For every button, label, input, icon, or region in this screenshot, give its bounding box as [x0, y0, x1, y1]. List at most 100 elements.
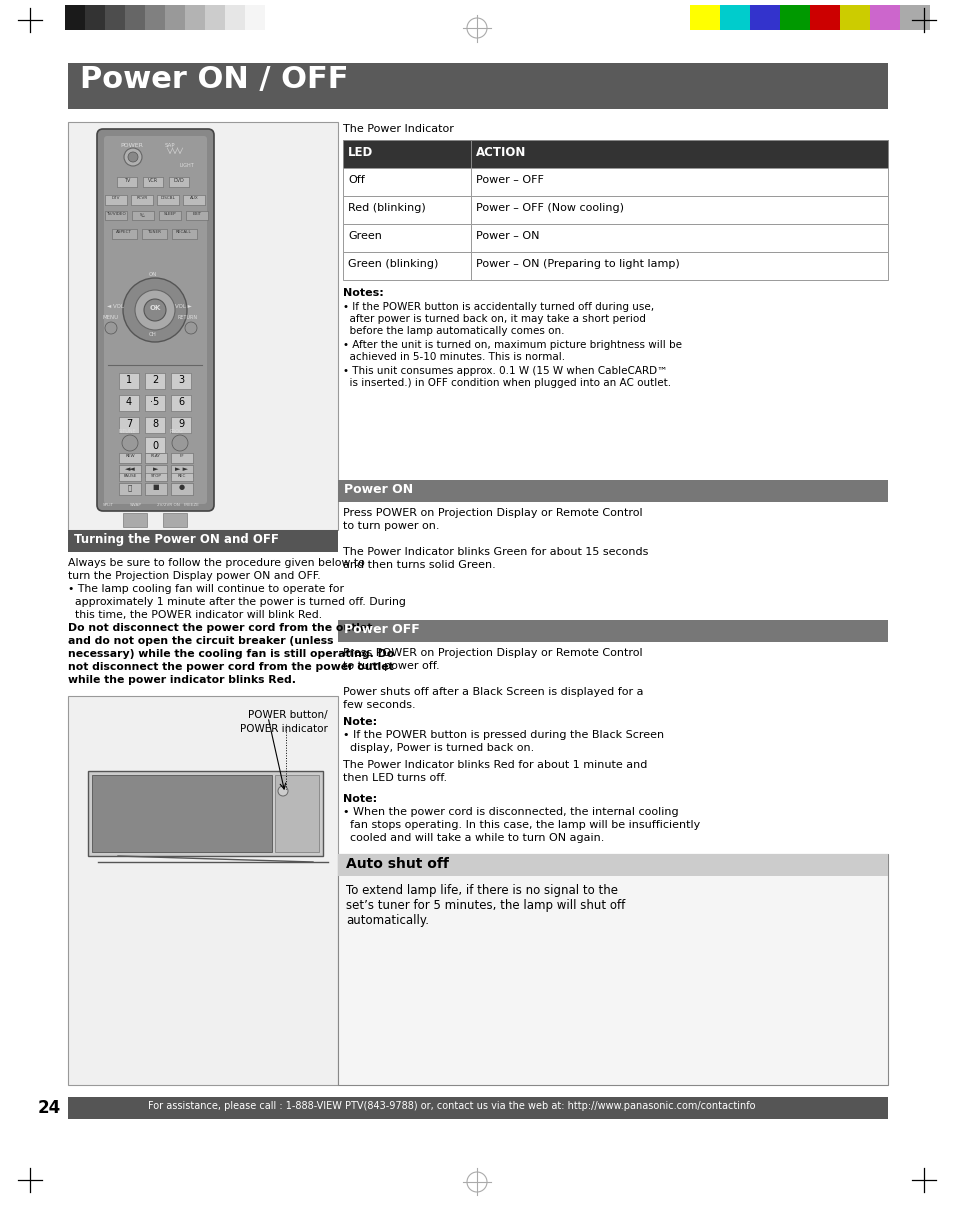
Bar	[337, 854, 887, 876]
Text: ■: ■	[152, 484, 159, 490]
Text: Note:: Note:	[343, 717, 376, 727]
Bar	[145, 474, 167, 481]
Text: • The lamp cooling fan will continue to operate for: • The lamp cooling fan will continue to …	[68, 584, 344, 594]
Text: ◄ VOL: ◄ VOL	[107, 304, 124, 308]
Text: Green (blinking): Green (blinking)	[348, 259, 438, 269]
Bar	[720, 5, 749, 30]
Bar	[123, 513, 147, 527]
Text: OK: OK	[150, 305, 160, 311]
Bar	[172, 229, 196, 239]
Bar	[343, 252, 471, 280]
Text: PROG: PROG	[170, 429, 184, 434]
Text: DTV: DTV	[112, 196, 120, 200]
Bar	[68, 122, 337, 530]
Text: POWER indicator: POWER indicator	[240, 724, 328, 734]
Text: SPLIT: SPLIT	[103, 502, 113, 507]
Circle shape	[277, 786, 288, 797]
Text: 2: 2	[152, 375, 158, 386]
Text: Green: Green	[348, 231, 381, 241]
Bar	[68, 63, 887, 108]
Text: ◄◄: ◄◄	[125, 466, 135, 472]
Bar	[145, 374, 165, 389]
Text: • If the POWER button is pressed during the Black Screen: • If the POWER button is pressed during …	[343, 730, 663, 740]
Bar	[145, 417, 165, 433]
Bar	[343, 140, 471, 167]
Bar	[105, 211, 127, 221]
Bar	[171, 374, 191, 389]
Bar	[171, 483, 193, 495]
Text: ⏸: ⏸	[128, 484, 132, 490]
Text: before the lamp automatically comes on.: before the lamp automatically comes on.	[343, 327, 564, 336]
Text: Do not disconnect the power cord from the outlet: Do not disconnect the power cord from th…	[68, 623, 372, 633]
Bar	[85, 5, 105, 30]
Bar	[159, 211, 181, 221]
Text: 9: 9	[178, 419, 184, 429]
Text: TV/VIDEO: TV/VIDEO	[106, 212, 126, 216]
Text: DVD: DVD	[173, 178, 184, 183]
Bar	[899, 5, 929, 30]
Circle shape	[185, 322, 196, 334]
Text: after power is turned back on, it may take a short period: after power is turned back on, it may ta…	[343, 315, 645, 324]
Text: POWER button/: POWER button/	[248, 710, 328, 721]
Text: achieved in 5-10 minutes. This is normal.: achieved in 5-10 minutes. This is normal…	[343, 352, 564, 361]
Bar	[157, 195, 179, 205]
Bar	[689, 5, 720, 30]
Text: Power shuts off after a Black Screen is displayed for a: Power shuts off after a Black Screen is …	[343, 687, 643, 696]
Text: Always be sure to follow the procedure given below to: Always be sure to follow the procedure g…	[68, 558, 364, 568]
Text: approximately 1 minute after the power is turned off. During: approximately 1 minute after the power i…	[68, 596, 405, 607]
Circle shape	[105, 322, 117, 334]
Text: Auto shut off: Auto shut off	[346, 857, 449, 871]
Text: ASPECT: ASPECT	[116, 230, 132, 234]
Circle shape	[123, 278, 187, 342]
Bar	[471, 224, 887, 252]
Text: R-TUNE: R-TUNE	[119, 429, 136, 434]
Text: and do not open the circuit breaker (unless: and do not open the circuit breaker (unl…	[68, 636, 334, 646]
Text: AUX: AUX	[190, 196, 198, 200]
Text: • This unit consumes approx. 0.1 W (15 W when CableCARD™: • This unit consumes approx. 0.1 W (15 W…	[343, 366, 667, 376]
Text: Power OFF: Power OFF	[344, 623, 419, 636]
Text: EXIT: EXIT	[193, 212, 201, 216]
Text: Power ON: Power ON	[344, 483, 413, 496]
Text: Press POWER on Projection Display or Remote Control: Press POWER on Projection Display or Rem…	[343, 648, 642, 658]
Bar	[119, 483, 141, 495]
Text: to turn power off.: to turn power off.	[343, 662, 439, 671]
Text: not disconnect the power cord from the power outlet: not disconnect the power cord from the p…	[68, 662, 394, 672]
Bar	[88, 771, 323, 856]
Text: PLAY: PLAY	[151, 454, 161, 458]
Text: Press POWER on Projection Display or Remote Control: Press POWER on Projection Display or Rem…	[343, 509, 642, 518]
Text: set’s tuner for 5 minutes, the lamp will shut off: set’s tuner for 5 minutes, the lamp will…	[346, 899, 624, 912]
Bar	[337, 621, 887, 642]
Bar	[145, 5, 165, 30]
Circle shape	[122, 435, 138, 451]
Text: 3: 3	[178, 375, 184, 386]
Text: STOP: STOP	[151, 474, 161, 478]
Bar	[337, 854, 887, 1084]
Text: 8: 8	[152, 419, 158, 429]
Bar	[337, 480, 887, 502]
Text: ACTION: ACTION	[476, 146, 526, 159]
Bar	[471, 196, 887, 224]
Bar	[68, 696, 337, 1084]
Bar	[145, 395, 165, 411]
Bar	[65, 5, 85, 30]
Text: Power – OFF (Now cooling): Power – OFF (Now cooling)	[476, 202, 623, 213]
Bar	[145, 483, 167, 495]
Bar	[132, 211, 153, 221]
Text: Power – OFF: Power – OFF	[476, 175, 543, 186]
Text: REC: REC	[177, 474, 186, 478]
Text: 2V/2VR ON: 2V/2VR ON	[157, 502, 179, 507]
Bar	[780, 5, 809, 30]
Bar	[119, 374, 139, 389]
Text: • When the power cord is disconnected, the internal cooling: • When the power cord is disconnected, t…	[343, 807, 678, 817]
Circle shape	[124, 148, 142, 166]
Bar	[119, 474, 141, 481]
Text: ►: ►	[153, 466, 158, 472]
Text: display, Power is turned back on.: display, Power is turned back on.	[343, 743, 534, 753]
Text: Red (blinking): Red (blinking)	[348, 202, 425, 213]
Text: ●: ●	[179, 484, 185, 490]
Text: DISCBL: DISCBL	[160, 196, 175, 200]
Bar	[91, 775, 272, 852]
Bar	[125, 5, 145, 30]
Bar	[145, 437, 165, 453]
Circle shape	[128, 152, 138, 161]
